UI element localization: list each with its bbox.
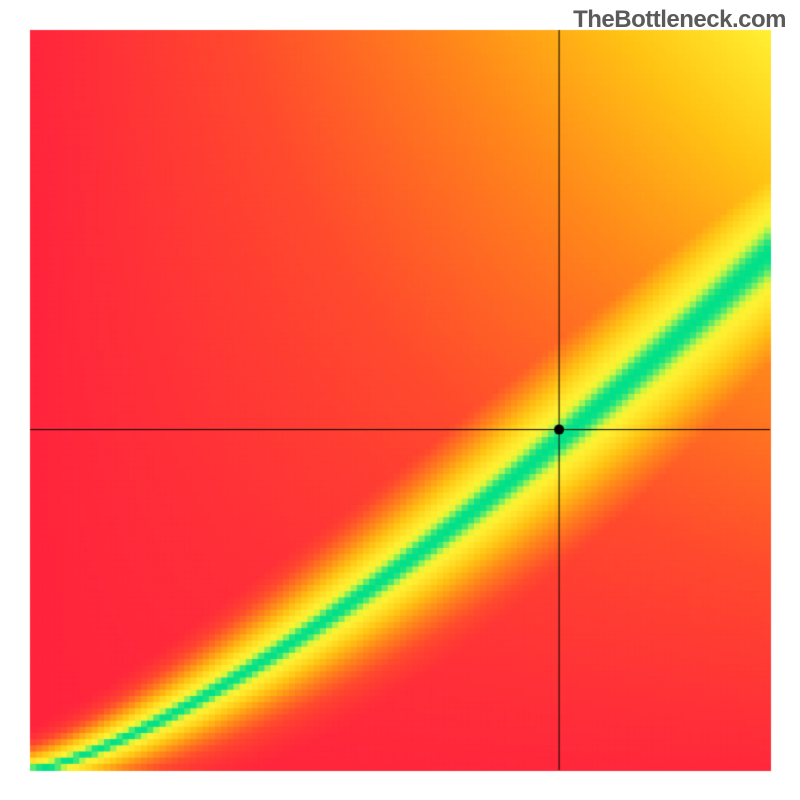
watermark-text: TheBottleneck.com xyxy=(573,6,786,34)
bottleneck-heatmap xyxy=(0,0,800,800)
chart-container: TheBottleneck.com xyxy=(0,0,800,800)
